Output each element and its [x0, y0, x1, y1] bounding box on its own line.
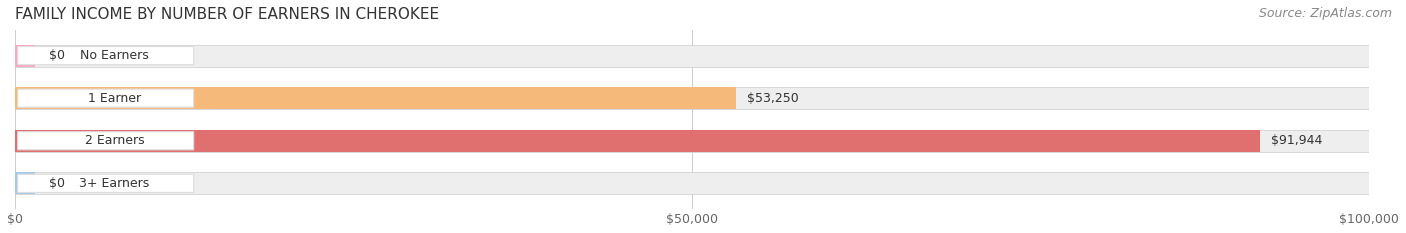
Text: 1 Earner: 1 Earner	[89, 92, 141, 105]
Text: $53,250: $53,250	[747, 92, 799, 105]
Bar	[15, 87, 737, 109]
Bar	[15, 130, 1260, 152]
FancyBboxPatch shape	[18, 132, 194, 150]
Text: $91,944: $91,944	[1271, 134, 1322, 147]
Text: 2 Earners: 2 Earners	[84, 134, 145, 147]
FancyBboxPatch shape	[18, 47, 194, 65]
FancyBboxPatch shape	[18, 174, 194, 192]
Bar	[15, 172, 1369, 194]
Text: Source: ZipAtlas.com: Source: ZipAtlas.com	[1258, 7, 1392, 20]
Bar	[15, 45, 1369, 67]
FancyBboxPatch shape	[18, 89, 194, 107]
Text: FAMILY INCOME BY NUMBER OF EARNERS IN CHEROKEE: FAMILY INCOME BY NUMBER OF EARNERS IN CH…	[15, 7, 439, 22]
Text: No Earners: No Earners	[80, 49, 149, 62]
Text: $0: $0	[49, 49, 65, 62]
Text: 3+ Earners: 3+ Earners	[79, 177, 149, 190]
Bar	[15, 172, 35, 194]
Text: $0: $0	[49, 177, 65, 190]
Bar	[15, 45, 35, 67]
Bar	[15, 87, 1369, 109]
Bar	[15, 130, 1369, 152]
